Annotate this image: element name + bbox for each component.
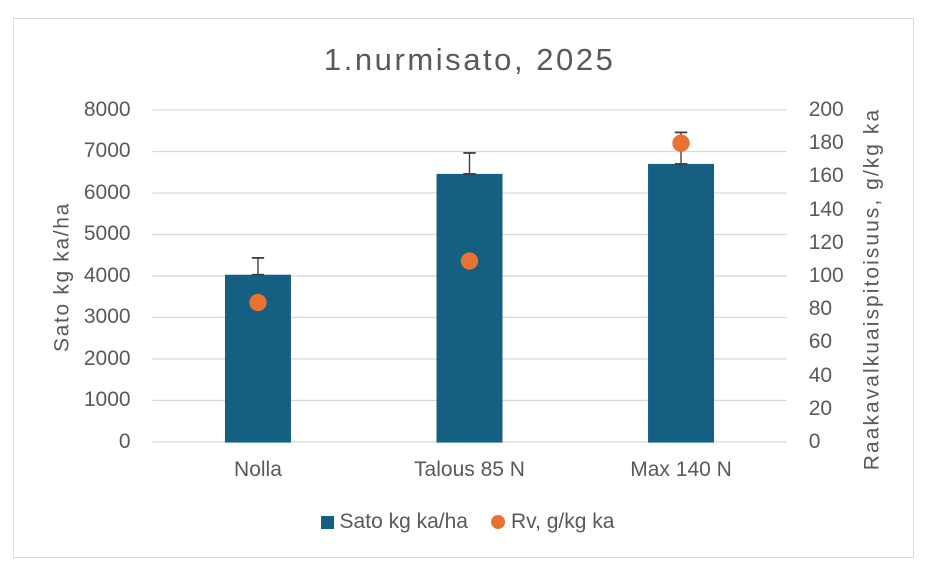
left-axis-tick-5000: 5000 [83, 222, 131, 246]
right-axis-tick-20: 20 [808, 396, 833, 420]
left-axis-tick-1000: 1000 [83, 388, 131, 412]
category-label-max-140-n: Max 140 N [630, 457, 732, 481]
legend-label-rv: Rv, g/kg ka [510, 510, 615, 533]
right-axis-tick-80: 80 [808, 297, 833, 321]
right-axis-tick-160: 160 [808, 164, 844, 188]
marker-talous-85-n [460, 252, 479, 270]
legend-item-sato: Sato kg ka/ha [320, 510, 468, 534]
left-axis-tick-6000: 6000 [83, 180, 131, 204]
right-axis-tick-120: 120 [808, 230, 844, 254]
right-axis-tick-200: 200 [808, 98, 844, 121]
category-label-talous-85-n: Talous 85 N [414, 457, 525, 481]
left-axis-tick-3000: 3000 [83, 305, 131, 329]
category-label-nolla: Nolla [234, 457, 282, 481]
left-axis-tick-7000: 7000 [83, 139, 131, 163]
right-axis-tick-40: 40 [808, 363, 833, 387]
right-axis-title: Raakavalkuaispitoisuus, g/kg ka [860, 107, 883, 471]
right-axis-tick-180: 180 [808, 131, 844, 155]
marker-max-140-n [672, 134, 690, 152]
right-axis-tick-100: 100 [808, 263, 844, 287]
right-axis-tick-140: 140 [808, 197, 844, 221]
legend-square-marker-icon [320, 515, 334, 529]
left-axis-tick-4000: 4000 [83, 263, 131, 287]
left-axis-tick-8000: 8000 [83, 98, 131, 121]
legend-circle-marker-icon [490, 515, 505, 529]
legend-label-sato: Sato kg ka/ha [339, 510, 468, 533]
bar-max-140-n [648, 163, 715, 443]
marker-nolla [249, 293, 267, 312]
legend-item-rv: Rv, g/kg ka [490, 510, 615, 534]
legend: Sato kg ka/ha Rv, g/kg ka [320, 510, 615, 534]
left-axis-tick-2000: 2000 [83, 346, 131, 370]
bar-talous-85-n [436, 173, 503, 443]
right-axis-tick-60: 60 [808, 330, 833, 354]
chart-title: 1.nurmisato, 2025 [323, 42, 616, 77]
right-axis-tick-0: 0 [808, 429, 821, 453]
left-axis-tick-0: 0 [118, 429, 131, 453]
